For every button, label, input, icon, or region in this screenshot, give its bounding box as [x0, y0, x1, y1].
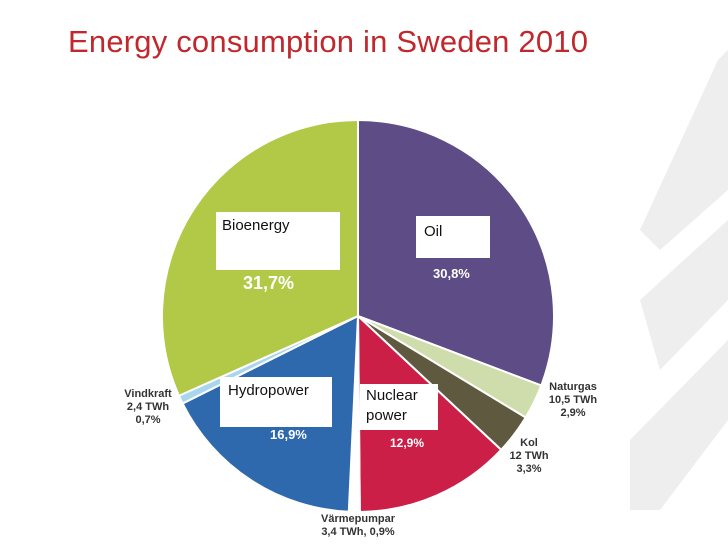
label-box-oil: Oil — [416, 216, 490, 258]
callout-kol-twh: 12 TWh — [509, 450, 549, 462]
callout-varmepumpar-twh: 3,4 TWh, 0,9% — [321, 526, 395, 538]
deco-stripe — [640, 220, 728, 370]
deco-stripe — [630, 340, 728, 510]
deco-stripe — [640, 50, 728, 250]
pct-label-hydropower: 16,9% — [270, 427, 307, 442]
callout-vindkraft-name: Vindkraft — [124, 388, 172, 400]
callout-naturgas-name: Naturgas — [549, 381, 597, 393]
callout-naturgas-pct: 2,9% — [560, 407, 586, 419]
slice-label-oil: Oil — [424, 223, 443, 240]
label-box-nuclear: Nuclear power — [360, 384, 438, 430]
slice-label-bioenergy: Bioenergy — [222, 217, 290, 234]
slice-label-nuclear-line1: Nuclear — [366, 387, 418, 404]
pct-label-nuclear: 12,9% — [390, 436, 425, 450]
label-box-hydropower: Hydropower — [220, 377, 332, 427]
pct-label-bioenergy: 31,7% — [243, 273, 295, 293]
callout-varmepumpar: Värmepumpar 3,4 TWh, 0,9% — [298, 513, 418, 539]
callout-vindkraft: Vindkraft 2,4 TWh 0,7% — [116, 388, 180, 427]
callout-kol: Kol 12 TWh 3,3% — [504, 437, 554, 476]
pct-label-oil: 30,8% — [433, 266, 470, 281]
slice-label-hydropower: Hydropower — [228, 382, 309, 399]
label-box-bioenergy: Bioenergy — [216, 212, 340, 270]
chart-title: Energy consumption in Sweden 2010 — [68, 24, 589, 59]
callout-naturgas-twh: 10,5 TWh — [548, 394, 598, 406]
callout-vindkraft-pct: 0,7% — [135, 414, 161, 426]
callout-varmepumpar-name: Värmepumpar — [321, 513, 395, 525]
callout-kol-name: Kol — [520, 437, 538, 449]
decorative-stripes — [630, 50, 728, 510]
callout-kol-pct: 3,3% — [516, 463, 542, 475]
slice-label-nuclear-line2: power — [366, 407, 407, 424]
callout-naturgas: Naturgas 10,5 TWh 2,9% — [538, 381, 608, 420]
callout-vindkraft-twh: 2,4 TWh — [126, 401, 170, 413]
